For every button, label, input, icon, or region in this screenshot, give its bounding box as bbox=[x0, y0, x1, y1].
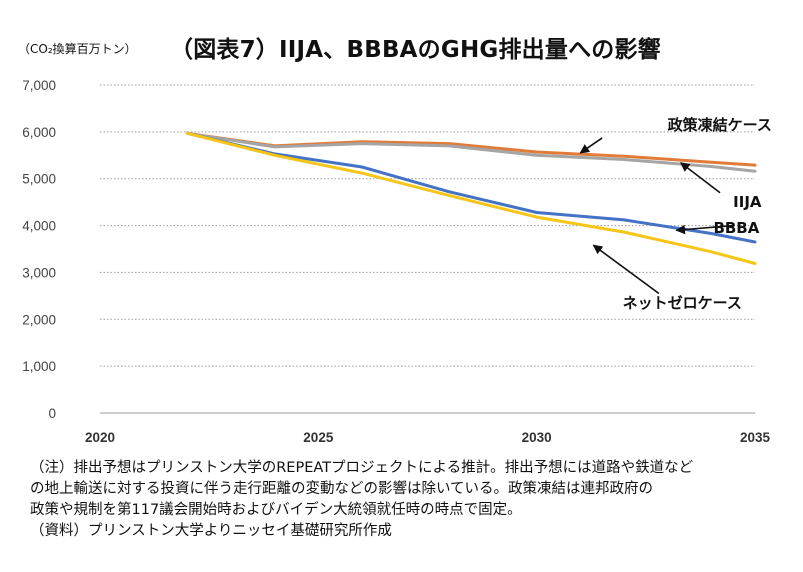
note-line: （注）排出予想はプリンストン大学のREPEATプロジェクトによる推計。排出予想に… bbox=[30, 460, 694, 476]
y-tick-label: 1,000 bbox=[22, 359, 56, 374]
y-tick-label: 2,000 bbox=[22, 312, 56, 327]
series-labels: 政策凍結ケース IIJA BBBA ネットゼロケース bbox=[579, 116, 772, 312]
y-axis-ticks: 0 1,000 2,000 3,000 4,000 5,000 6,000 7,000 bbox=[22, 78, 56, 421]
label-arrow bbox=[592, 244, 660, 295]
y-tick-label: 4,000 bbox=[22, 219, 56, 234]
y-tick-label: 5,000 bbox=[22, 172, 56, 187]
label-arrow bbox=[680, 162, 721, 194]
note-line: の地上輸送に対する投資に伴う走行距離の変動などの影響は除いている。政策凍結は連邦… bbox=[30, 481, 654, 497]
y-tick-label: 7,000 bbox=[22, 78, 56, 93]
series-line bbox=[185, 131, 757, 173]
chart-title: （図表7）IIJA、BBBAのGHG排出量への影響 bbox=[170, 37, 661, 63]
y-tick-label: 0 bbox=[48, 406, 56, 421]
series-line bbox=[185, 131, 757, 244]
series-label: ネットゼロケース bbox=[623, 294, 742, 312]
notes: （注）排出予想はプリンストン大学のREPEATプロジェクトによる推計。排出予想に… bbox=[30, 458, 790, 542]
y-tick-label: 6,000 bbox=[22, 125, 56, 140]
series-label: 政策凍結ケース bbox=[668, 116, 772, 134]
series-lines bbox=[185, 131, 757, 265]
x-tick-label: 2025 bbox=[303, 430, 334, 445]
gridlines bbox=[100, 84, 755, 414]
note-line: 政策や規制を第117議会開始時およびバイデン大統領就任時の時点で固定。 bbox=[30, 502, 522, 518]
x-tick-label: 2020 bbox=[85, 430, 115, 445]
label-arrow bbox=[579, 137, 603, 154]
label-arrow bbox=[675, 224, 734, 235]
series-label: IIJA bbox=[733, 193, 762, 211]
series-line bbox=[185, 131, 757, 265]
series-label: BBBA bbox=[713, 219, 759, 237]
line-chart: 0 1,000 2,000 3,000 4,000 5,000 6,000 7,000 202… bbox=[22, 78, 772, 445]
unit-label: （CO₂換算百万トン） bbox=[18, 42, 137, 56]
x-tick-label: 2035 bbox=[740, 430, 771, 445]
y-tick-label: 3,000 bbox=[22, 265, 56, 280]
x-axis-ticks: 2020 2025 2030 2035 bbox=[85, 430, 771, 445]
x-tick-label: 2030 bbox=[522, 430, 552, 445]
source-line: （資料）プリンストン大学よりニッセイ基礎研究所作成 bbox=[30, 523, 392, 539]
